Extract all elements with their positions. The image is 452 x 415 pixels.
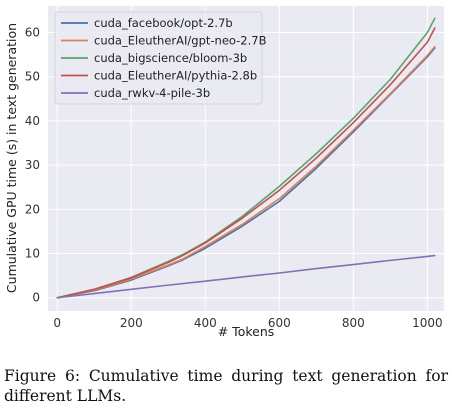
series-lines [56,17,436,299]
y-tick-label: 10 [25,247,40,261]
x-tick-label: 200 [120,316,143,330]
x-tick-label: 0 [53,316,61,330]
y-tick-label: 40 [25,114,40,128]
series-line-3 [56,27,436,299]
y-axis-label: Cumulative GPU time (s) in text generati… [4,23,19,293]
series-line-4 [56,254,436,299]
y-tick-label: 20 [25,202,40,216]
chart: 0 200 400 600 800 1000 0 10 20 30 40 50 60 # Tokens… [4,6,444,339]
legend-label-1: cuda_EleutherAI/gpt-neo-2.7B [94,34,267,48]
legend-label-0: cuda_facebook/opt-2.7b [94,16,233,30]
y-axis-ticks: 0 10 20 30 40 50 60 [25,26,40,305]
legend: cuda_facebook/opt-2.7b cuda_EleutherAI/gp… [54,11,267,105]
x-tick-label: 600 [268,316,291,330]
y-tick-label: 50 [25,70,40,84]
x-tick-label: 1000 [412,316,443,330]
y-tick-label: 30 [25,158,40,172]
y-tick-label: 0 [32,291,40,305]
x-axis-label: # Tokens [218,324,275,339]
figure-caption: Figure 6: Cumulative time during text ge… [4,366,448,406]
y-tick-label: 60 [25,26,40,40]
x-tick-label: 400 [194,316,217,330]
caption-text: Figure 6: Cumulative time during text ge… [4,367,448,405]
legend-label-3: cuda_EleutherAI/pythia-2.8b [94,69,257,83]
x-axis-ticks: 0 200 400 600 800 1000 [53,316,442,330]
x-tick-label: 800 [342,316,365,330]
legend-label-2: cuda_bigscience/bloom-3b [94,51,247,65]
legend-label-4: cuda_rwkv-4-pile-3b [94,86,210,100]
series-line-1 [56,45,436,299]
legend-box [54,11,263,105]
